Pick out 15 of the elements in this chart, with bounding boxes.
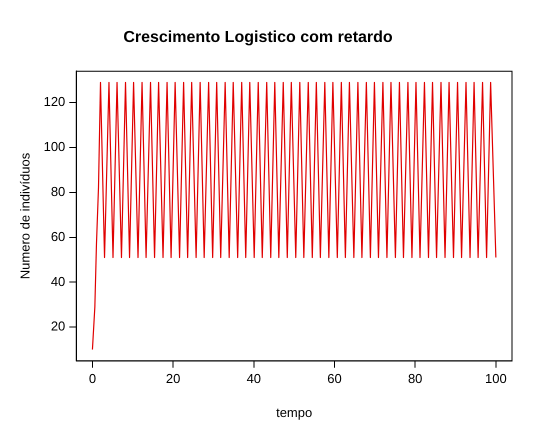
x-tick-label: 0 (88, 371, 96, 386)
x-tick-label: 40 (246, 371, 262, 386)
x-tick-label: 80 (408, 371, 422, 386)
chart-title: Crescimento Logistico com retardo (123, 29, 393, 46)
y-tick-label: 60 (50, 228, 66, 244)
x-tick-label: 100 (485, 371, 507, 386)
y-tick-label: 80 (50, 184, 66, 200)
y-axis-title: Numero de indivíduos (17, 152, 32, 280)
y-tick-label: 20 (50, 318, 66, 334)
x-axis-title: tempo (276, 404, 312, 420)
x-tick-label: 20 (166, 371, 180, 386)
y-tick-label: 100 (44, 139, 66, 154)
x-tick-label: 60 (327, 371, 342, 386)
y-tick-label: 120 (44, 94, 66, 110)
y-tick-label: 40 (50, 274, 66, 289)
